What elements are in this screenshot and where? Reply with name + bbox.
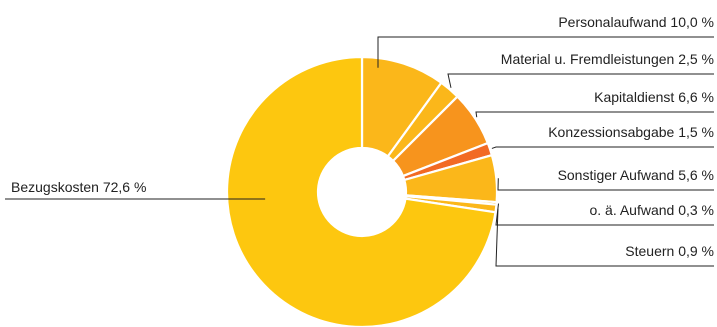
leader-line-2: [475, 111, 714, 118]
leader-line-6: [495, 208, 714, 267]
slice-label-1: Material u. Fremdleistungen 2,5 %: [501, 51, 714, 67]
chart-slices: [225, 55, 499, 327]
slice-label-5: o. ä. Aufwand 0,3 %: [589, 202, 714, 218]
slice-label-2: Kapitaldienst 6,6 %: [594, 89, 714, 105]
slice-label-3: Konzessionsabgabe 1,5 %: [548, 124, 714, 140]
chart-labels: Personalaufwand 10,0 % Material u. Fremdl…: [11, 14, 714, 259]
leader-line-3: [491, 146, 714, 149]
chart-leader-lines: [5, 36, 714, 267]
slice-label-6: Steuern 0,9 %: [625, 243, 714, 259]
leader-line-1: [447, 73, 714, 88]
leader-line-4: [497, 178, 714, 191]
leader-line-0: [377, 36, 714, 68]
slice-label-4: Sonstiger Aufwand 5,6 %: [558, 167, 714, 183]
slice-label-0: Personalaufwand 10,0 %: [558, 14, 714, 30]
slice-label-7: Bezugskosten 72,6 %: [11, 179, 146, 195]
pie-slice-7: [225, 55, 497, 327]
